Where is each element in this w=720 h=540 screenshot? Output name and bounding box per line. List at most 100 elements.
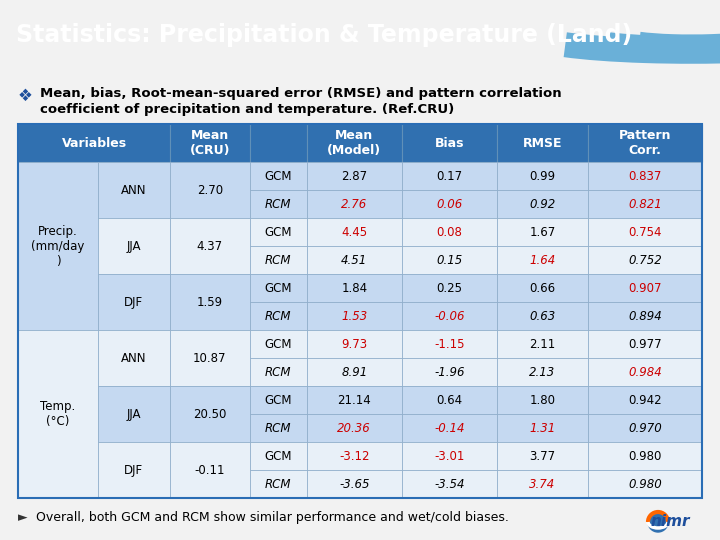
Text: 2.70: 2.70 xyxy=(197,184,223,197)
Text: Bias: Bias xyxy=(435,137,464,150)
Bar xyxy=(497,274,588,302)
Bar xyxy=(307,414,402,442)
Bar xyxy=(402,358,497,386)
Bar xyxy=(250,246,307,274)
Text: 3.74: 3.74 xyxy=(529,477,556,491)
Text: -0.11: -0.11 xyxy=(194,464,225,477)
Bar xyxy=(402,442,497,470)
Text: 0.08: 0.08 xyxy=(436,226,462,239)
Text: Overall, both GCM and RCM show similar performance and wet/cold biases.: Overall, both GCM and RCM show similar p… xyxy=(36,511,509,524)
Text: 9.73: 9.73 xyxy=(341,338,367,350)
Bar xyxy=(250,414,307,442)
Text: 0.984: 0.984 xyxy=(628,366,662,379)
Text: Mean, bias, Root-mean-squared error (RMSE) and pattern correlation: Mean, bias, Root-mean-squared error (RMS… xyxy=(40,87,562,100)
Bar xyxy=(588,246,702,274)
Bar xyxy=(497,162,588,190)
Bar xyxy=(588,218,702,246)
Text: coefficient of precipitation and temperature. (Ref.CRU): coefficient of precipitation and tempera… xyxy=(40,103,454,116)
Text: 0.63: 0.63 xyxy=(529,309,556,322)
Bar xyxy=(588,274,702,302)
Text: 0.15: 0.15 xyxy=(436,254,462,267)
Text: GCM: GCM xyxy=(264,450,292,463)
Bar xyxy=(307,190,402,218)
Text: 4.51: 4.51 xyxy=(341,254,367,267)
Text: GCM: GCM xyxy=(264,170,292,183)
Text: RCM: RCM xyxy=(265,254,292,267)
Bar xyxy=(588,414,702,442)
Text: 20.50: 20.50 xyxy=(193,408,227,421)
Bar xyxy=(170,218,250,274)
Text: Precip.
(mm/day
): Precip. (mm/day ) xyxy=(31,225,84,268)
Text: 2.13: 2.13 xyxy=(529,366,556,379)
Bar xyxy=(588,124,702,162)
Text: 0.980: 0.980 xyxy=(628,477,662,491)
Bar xyxy=(402,190,497,218)
Text: 1.80: 1.80 xyxy=(529,394,555,407)
Text: 0.894: 0.894 xyxy=(628,309,662,322)
Bar xyxy=(307,302,402,330)
Text: 0.17: 0.17 xyxy=(436,170,462,183)
Bar xyxy=(170,442,250,498)
Bar xyxy=(402,386,497,414)
Bar xyxy=(170,386,250,442)
Text: GCM: GCM xyxy=(264,394,292,407)
Text: nimr: nimr xyxy=(650,515,690,530)
Bar xyxy=(250,442,307,470)
Bar xyxy=(402,218,497,246)
Text: Mean
(Model): Mean (Model) xyxy=(327,129,382,157)
Text: 0.821: 0.821 xyxy=(628,198,662,211)
Bar xyxy=(307,470,402,498)
Bar xyxy=(307,274,402,302)
Bar xyxy=(98,274,170,330)
Text: 10.87: 10.87 xyxy=(193,352,227,365)
Circle shape xyxy=(648,512,668,532)
Text: RCM: RCM xyxy=(265,366,292,379)
Bar xyxy=(250,302,307,330)
Text: ANN: ANN xyxy=(121,352,147,365)
Text: Mean
(CRU): Mean (CRU) xyxy=(189,129,230,157)
Text: 4.45: 4.45 xyxy=(341,226,367,239)
Text: GCM: GCM xyxy=(264,226,292,239)
Bar xyxy=(250,358,307,386)
Text: 2.87: 2.87 xyxy=(341,170,367,183)
Text: -3.01: -3.01 xyxy=(434,450,464,463)
Text: -3.54: -3.54 xyxy=(434,477,464,491)
Bar xyxy=(497,358,588,386)
Bar xyxy=(402,162,497,190)
Bar xyxy=(402,302,497,330)
Bar xyxy=(497,470,588,498)
Text: JJA: JJA xyxy=(127,408,141,421)
Text: 1.53: 1.53 xyxy=(341,309,367,322)
Text: 1.84: 1.84 xyxy=(341,282,367,295)
Bar xyxy=(497,218,588,246)
Text: 0.942: 0.942 xyxy=(628,394,662,407)
Bar xyxy=(402,246,497,274)
Bar xyxy=(18,162,98,330)
Bar xyxy=(402,274,497,302)
Bar xyxy=(497,330,588,358)
Bar xyxy=(402,330,497,358)
Text: 0.92: 0.92 xyxy=(529,198,556,211)
Text: JJA: JJA xyxy=(127,240,141,253)
Bar xyxy=(588,302,702,330)
Bar xyxy=(250,330,307,358)
Text: 21.14: 21.14 xyxy=(338,394,372,407)
Bar xyxy=(307,218,402,246)
Text: 0.980: 0.980 xyxy=(629,450,662,463)
Text: 1.64: 1.64 xyxy=(529,254,556,267)
Text: 3.77: 3.77 xyxy=(529,450,555,463)
Text: 1.31: 1.31 xyxy=(529,422,556,435)
Text: RCM: RCM xyxy=(265,477,292,491)
Text: 0.977: 0.977 xyxy=(628,338,662,350)
Bar xyxy=(497,124,588,162)
Bar xyxy=(588,386,702,414)
Bar xyxy=(307,330,402,358)
Text: 0.99: 0.99 xyxy=(529,170,555,183)
Bar xyxy=(250,162,307,190)
Bar xyxy=(98,162,170,218)
Bar xyxy=(402,124,497,162)
Text: RMSE: RMSE xyxy=(523,137,562,150)
Bar xyxy=(98,330,170,386)
Bar xyxy=(307,358,402,386)
Text: 0.754: 0.754 xyxy=(629,226,662,239)
